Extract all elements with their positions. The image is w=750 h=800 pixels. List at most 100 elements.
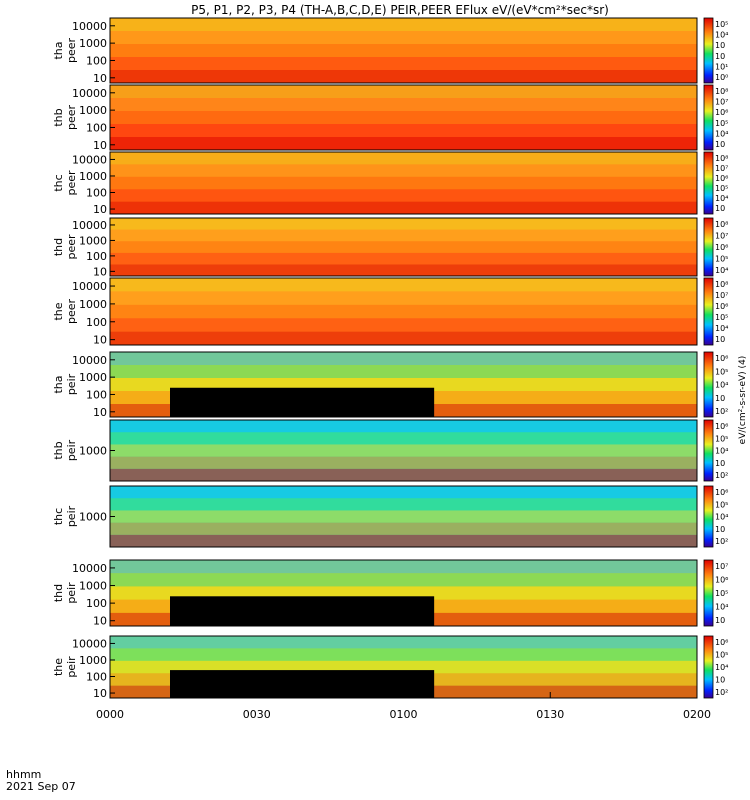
axis-label-date: 2021 Sep 07 [6, 780, 76, 793]
ytick-label: 1000 [79, 511, 107, 524]
heatmap-band [110, 111, 697, 124]
heatmap-band [110, 648, 697, 660]
panel-ylabel: peir [65, 582, 78, 604]
colorbar-tick-label: 10⁴ [715, 663, 728, 672]
colorbar-tick-label: 10⁳ [715, 140, 725, 149]
ytick-label: 100 [86, 187, 107, 200]
heatmap-band [110, 332, 697, 345]
panel-thb-peer: 10 100 1000 10000 thb peer 10⁸ 10⁷10⁶ 10⁵10⁴ 10⁳ [52, 85, 728, 152]
ytick-label: 100 [86, 597, 107, 610]
ytick-label: 10 [93, 265, 107, 278]
heatmap-band [110, 457, 697, 469]
ytick-label: 10 [93, 139, 107, 152]
heatmap-band [110, 573, 697, 586]
heatmap-band [110, 202, 697, 214]
xtick-label: 0000 [96, 708, 124, 721]
colorbar-tick-label: 10⁵ [715, 500, 728, 509]
colorbar-tick-label: 10⁵ [715, 434, 728, 443]
panel-ylabel: peir [65, 505, 78, 527]
ytick-label: 10000 [72, 219, 107, 232]
colorbar [704, 18, 713, 83]
colorbar-tick-label: 10⁷ [715, 98, 728, 107]
ytick-label: 1000 [79, 298, 107, 311]
colorbar-tick-label: 10⁵ [715, 255, 728, 264]
colorbar-tick-label: 10⁸ [715, 154, 728, 163]
heatmap-band [110, 535, 697, 547]
panel-thd-peer: 10100100010000thd peer10⁸10⁷10⁶10⁵10⁴ [52, 218, 728, 278]
ytick-label: 10 [93, 406, 107, 419]
colorbar-tick-label: 10⁲ [715, 52, 725, 61]
ytick-label: 10 [93, 203, 107, 216]
heatmap-band [110, 164, 697, 176]
colorbar-tick-label: 10⁸ [715, 87, 728, 96]
heatmap-band [110, 189, 697, 201]
panel-tha-peir: 10 100 1000 10000 tha peir 10⁶ 10⁵ 10⁴ 10⁳ 10² [52, 352, 728, 419]
heatmap-band [110, 510, 697, 522]
colorbar-tick-label: 10⁳ [715, 41, 725, 50]
panel-the-peer: 10 100 1000 10000 the peer 10⁸ 10⁷ 10⁶ 10⁵ 10⁴ 10⁳ [52, 278, 728, 347]
colorbar [704, 420, 713, 481]
colorbar [704, 218, 713, 276]
ytick-label: 1000 [79, 654, 107, 667]
ytick-label: 10000 [72, 153, 107, 166]
ytick-label: 100 [86, 671, 107, 684]
panel-the-peir: 10 100 1000 10000 the peir 10⁶ 10⁵ 10⁴ 10⁳ 10² [52, 636, 728, 700]
colorbar-tick-label: 10⁷ [715, 291, 728, 300]
panel-thc-peer: 10 100 1000 10000 thc peer 10⁸10⁷10⁶10⁵10⁴10⁳ [52, 152, 728, 216]
ytick-label: 1000 [79, 104, 107, 117]
colorbar-tick-label: 10⁴ [715, 381, 728, 390]
panel-ylabel: peir [65, 656, 78, 678]
heatmap-band [110, 57, 697, 70]
colorbar-tick-label: 10⁳ [715, 616, 725, 625]
colorbar-tick-label: 10² [715, 688, 728, 697]
time-axis: hhmm 2021 Sep 07 0000 0030 0100 0130 0200 [6, 692, 711, 793]
ytick-label: 100 [86, 388, 107, 401]
colorbar [704, 352, 713, 417]
ytick-label: 10000 [72, 280, 107, 293]
colorbar-tick-label: 10⁵ [715, 651, 728, 660]
heatmap-band [110, 18, 697, 31]
heatmap-band [110, 70, 697, 83]
colorbar-tick-label: 10⁷ [715, 164, 728, 173]
ytick-label: 1000 [79, 580, 107, 593]
heatmap-band [110, 420, 697, 432]
colorbar [704, 278, 713, 345]
ytick-label: 1000 [79, 234, 107, 247]
colorbar-tick-label: 10⁶ [715, 174, 728, 183]
ytick-label: 100 [86, 121, 107, 134]
heatmap-band [110, 469, 697, 481]
heatmap-band [110, 31, 697, 44]
ytick-label: 10000 [72, 562, 107, 575]
heatmap-band [110, 124, 697, 137]
colorbar-tick-label: 10⁶ [715, 488, 728, 497]
colorbar-tick-label: 10⁶ [715, 302, 728, 311]
heatmap-band [110, 98, 697, 111]
xtick-label: 0200 [683, 708, 711, 721]
colorbar-tick-label: 10⁳ [715, 204, 725, 213]
colorbar-tick-label: 10⁸ [715, 220, 728, 229]
heatmap-band [110, 352, 697, 365]
heatmap-band [110, 44, 697, 57]
heatmap-band [110, 177, 697, 189]
heatmap-band [110, 230, 697, 242]
colorbar-tick-label: 10⁵ [715, 313, 728, 322]
colorbar-tick-label: 10⁶ [715, 638, 728, 647]
panel-ylabel: peer [65, 299, 78, 325]
heatmap-band [110, 241, 697, 253]
panel-tha-peer: 10100100010000tha peer10⁵10⁴10⁳10⁲10¹10⁰ [52, 18, 728, 85]
colorbar-tick-label: 10⁴ [715, 266, 728, 275]
panel-stack: 10100100010000tha peer10⁵10⁴10⁳10⁲10¹10⁰1… [52, 18, 728, 700]
colorbar-tick-label: 10⁴ [715, 31, 728, 40]
colorbar-tick-label: 10⁵ [715, 589, 728, 598]
ytick-label: 10 [93, 334, 107, 347]
panel-ylabel: thb [52, 441, 65, 459]
panel-ylabel: tha [52, 41, 65, 59]
heatmap-band [110, 253, 697, 265]
colorbar-tick-label: 10⁷ [715, 232, 728, 241]
colorbar [704, 636, 713, 698]
heatmap-band [110, 444, 697, 456]
heatmap-band [110, 137, 697, 150]
ytick-label: 100 [86, 54, 107, 67]
heatmap-band [110, 218, 697, 230]
